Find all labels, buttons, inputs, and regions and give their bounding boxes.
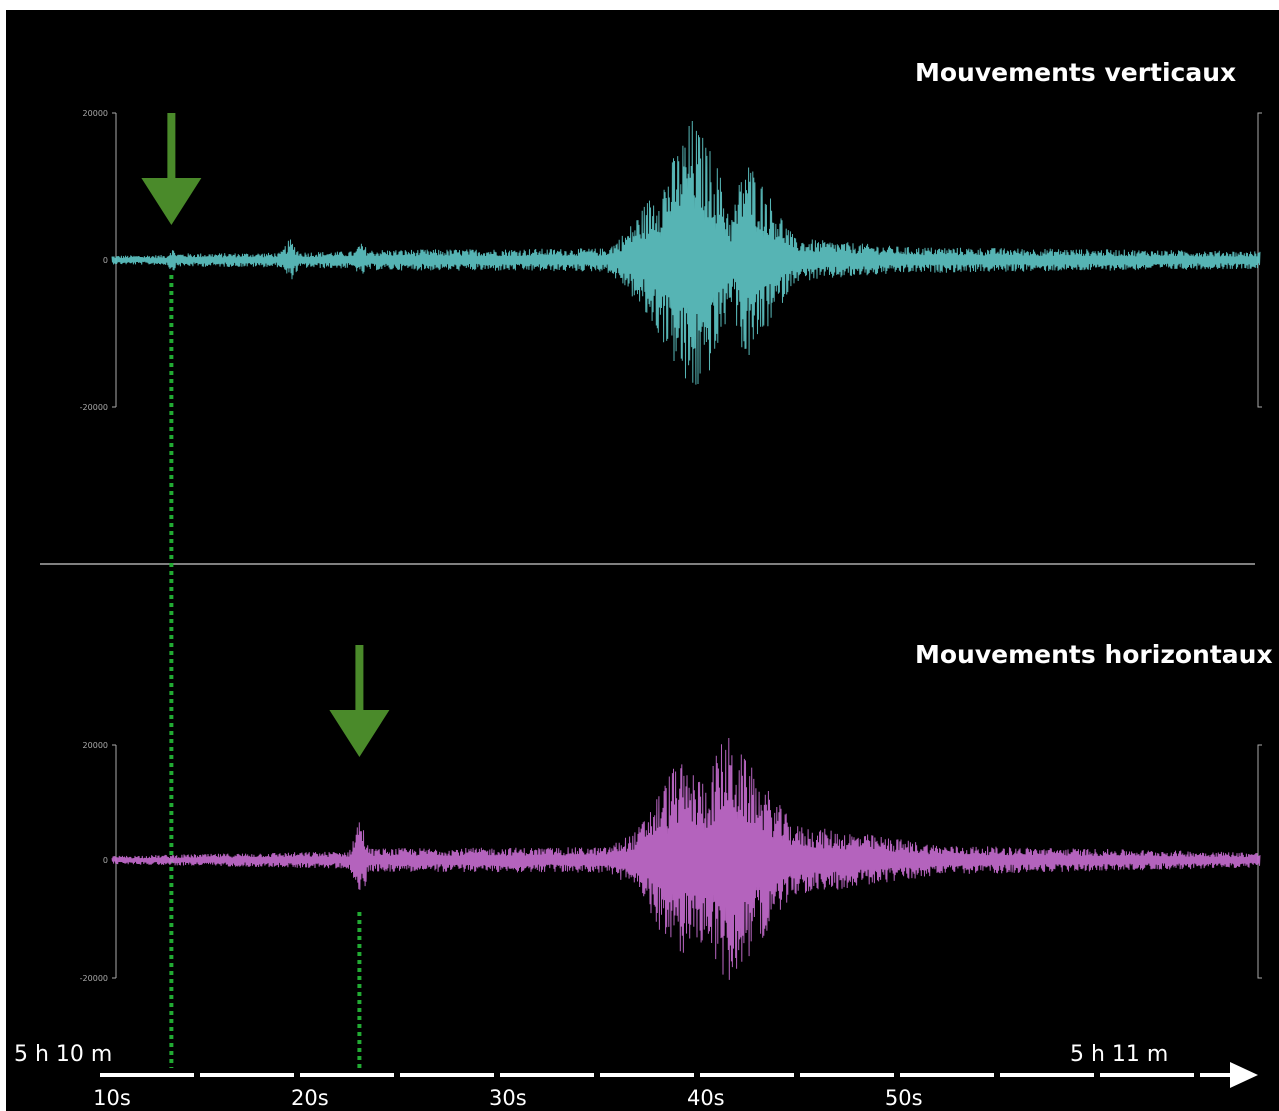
time-tick-label: 10s: [93, 1086, 131, 1110]
time-tick-label: 40s: [686, 1086, 725, 1110]
seismic-trace: [111, 737, 1261, 980]
left-gap: [0, 455, 6, 665]
vertical-panel-title: Mouvements verticaux: [915, 58, 1237, 87]
arrival-arrow-head: [141, 178, 202, 225]
time-axis-arrowhead: [1230, 1062, 1258, 1088]
y-tick-label: 0: [103, 856, 108, 865]
seismic-trace: [111, 120, 1261, 385]
time-tick-label: 20s: [291, 1086, 329, 1110]
y-tick-label: 20000: [83, 741, 108, 750]
y-tick-label: 0: [103, 256, 108, 265]
y-tick-label: -20000: [80, 403, 108, 412]
chart-frame: [6, 10, 1279, 1111]
time-tick-label: 30s: [489, 1086, 527, 1110]
time-tick-label: 50s: [884, 1086, 923, 1110]
start-time-label: 5 h 10 m: [14, 1042, 113, 1067]
horizontal-panel-title: Mouvements horizontaux: [915, 640, 1273, 669]
arrival-arrow-shaft: [355, 645, 364, 710]
arrival-arrow-shaft: [167, 113, 176, 178]
arrival-arrow-head: [329, 710, 390, 757]
y-tick-label: 20000: [83, 109, 108, 118]
y-tick-label: -20000: [80, 974, 108, 983]
end-time-label: 5 h 11 m: [1070, 1042, 1169, 1067]
